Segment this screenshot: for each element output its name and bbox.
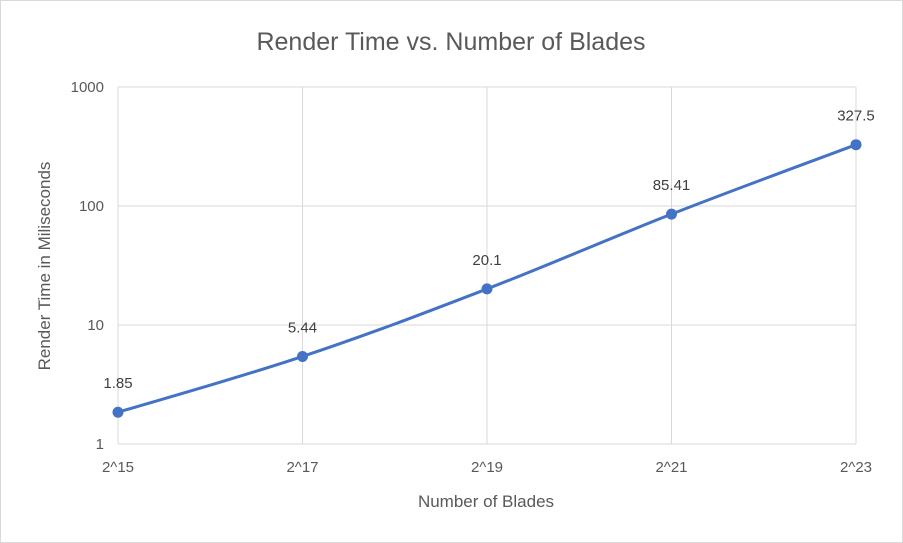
x-tick-label: 2^19 [471,459,503,476]
x-tick-label: 2^23 [840,459,872,476]
x-tick-label: 2^17 [286,459,318,476]
y-tick-label: 100 [79,198,104,215]
data-label: 327.5 [837,108,875,125]
y-tick-label: 1000 [71,79,104,96]
data-label: 85.41 [653,177,691,194]
data-point [112,406,124,418]
data-label: 5.44 [288,319,317,336]
data-labels: 1.85 5.44 20.1 85.41 327.5 [103,108,874,393]
x-axis-title: Number of Blades [418,492,554,511]
series-render-time [112,139,862,418]
data-point [481,283,493,295]
data-label: 1.85 [103,375,132,392]
chart-title: Render Time vs. Number of Blades [256,28,645,56]
data-point [850,139,862,151]
y-axis-title: Render Time in Miliseconds [35,162,54,371]
axis-ticks: 1 10 100 1000 2^15 2^17 2^19 2^21 2^23 [71,79,872,476]
y-tick-label: 1 [96,436,104,453]
y-tick-label: 10 [87,317,104,334]
x-tick-label: 2^15 [102,459,134,476]
x-tick-label: 2^21 [655,459,687,476]
data-point [297,350,308,362]
data-point [666,208,677,220]
data-label: 20.1 [472,252,501,269]
